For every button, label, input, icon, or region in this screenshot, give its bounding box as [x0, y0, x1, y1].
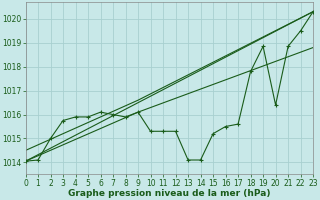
X-axis label: Graphe pression niveau de la mer (hPa): Graphe pression niveau de la mer (hPa)	[68, 189, 270, 198]
